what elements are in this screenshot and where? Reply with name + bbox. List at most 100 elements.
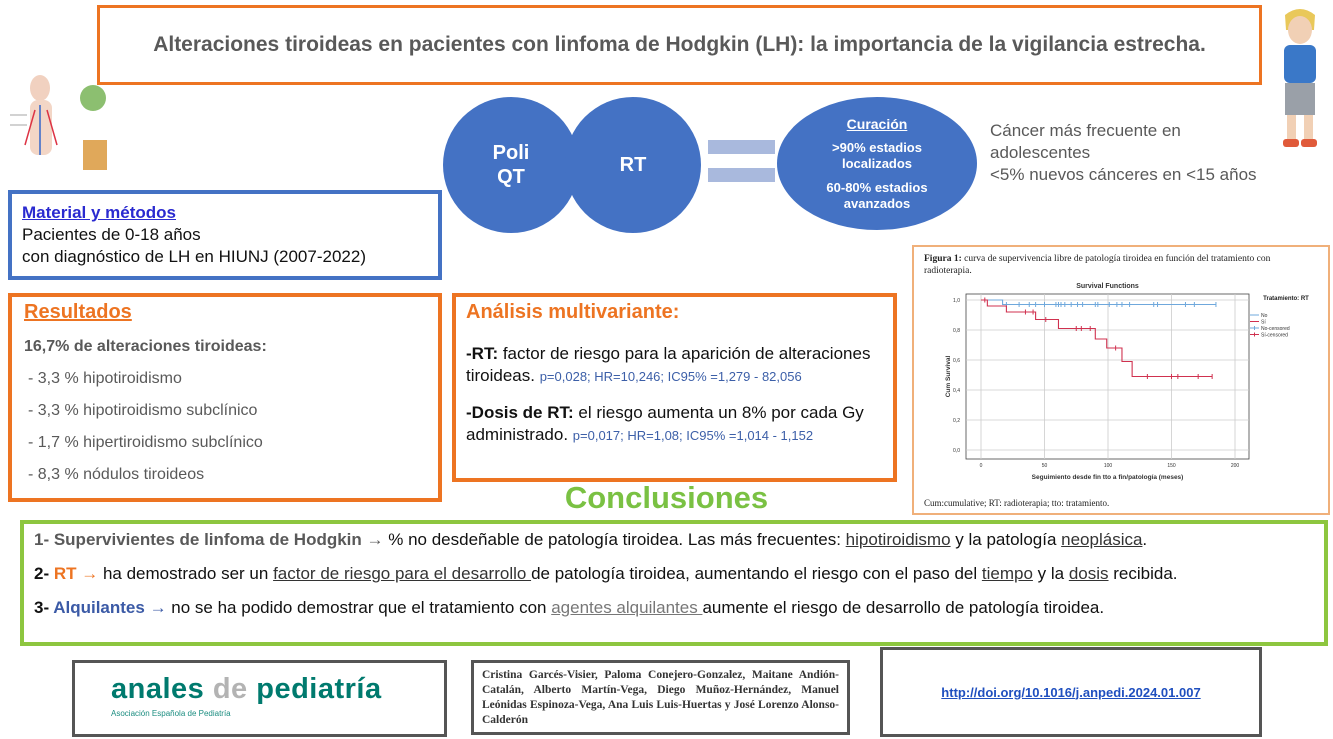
logo-part: pediatría bbox=[247, 673, 382, 705]
result-item: - 3,3 % hipotiroidismo bbox=[28, 370, 182, 387]
poli-qt-label: Poli QT bbox=[492, 142, 530, 188]
material-heading: Material y métodos bbox=[22, 203, 176, 222]
c1-underline: hipotiroidismo bbox=[845, 530, 951, 549]
c2-text: de patología tiroidea, aumentando el rie… bbox=[531, 564, 982, 583]
c2-underline: factor de riesgo para el desarrollo bbox=[273, 564, 532, 583]
material-line: Pacientes de 0-18 años bbox=[22, 225, 201, 244]
c2-key: RT bbox=[53, 564, 77, 583]
c2-text: ha demostrado ser un bbox=[102, 564, 274, 583]
caption-label: Figura 1: bbox=[924, 254, 962, 264]
legend-entry: Sí-censored bbox=[1261, 333, 1288, 339]
analisis-box: Análisis multivariante: -RT: factor de r… bbox=[452, 293, 897, 482]
anatomy-illustration bbox=[10, 75, 107, 170]
c1-text: y la patología bbox=[950, 530, 1062, 549]
c2-underline: tiempo bbox=[981, 564, 1033, 583]
y-tick-label: 0,4 bbox=[953, 388, 960, 394]
anales-pediatria-logo: anales de pediatría Asociación Española … bbox=[72, 660, 447, 737]
conclusion-2: 2- RT → ha demostrado ser un factor de r… bbox=[34, 562, 1314, 585]
curacion-advanced: 60-80% estadios avanzados bbox=[826, 179, 928, 211]
legend-title: Tratamiento: RT bbox=[1263, 296, 1309, 302]
result-item: - 8,3 % nódulos tiroideos bbox=[28, 466, 205, 483]
equals-sign-top bbox=[708, 140, 775, 154]
logo-subtitle: Asociación Española de Pediatría bbox=[111, 709, 231, 718]
analisis-heading: Análisis multivariante: bbox=[466, 301, 680, 323]
curacion-ellipse: Curación >90% estadios localizados 60-80… bbox=[777, 97, 977, 230]
c3-underline: agentes alquilantes bbox=[551, 598, 703, 617]
x-tick-label: 50 bbox=[1042, 463, 1048, 469]
fact-line: <5% nuevos cánceres en <15 años bbox=[990, 165, 1257, 184]
survival-figure: Figura 1: curva de supervivencia libre d… bbox=[912, 245, 1330, 515]
y-tick-label: 0,2 bbox=[953, 418, 960, 424]
rt-circle: RT bbox=[565, 97, 701, 233]
arrow-icon: → bbox=[76, 564, 103, 583]
c2-underline: dosis bbox=[1068, 564, 1109, 583]
c1-underline: neoplásica bbox=[1061, 530, 1143, 549]
material-methods-box: Material y métodos Pacientes de 0-18 año… bbox=[8, 190, 442, 280]
fact-line: Cáncer más frecuente en bbox=[990, 121, 1181, 140]
c3-key: Alquilantes bbox=[53, 598, 145, 617]
result-item: - 1,7 % hipertiroidismo subclínico bbox=[28, 434, 263, 451]
c3-text: aumente el riesgo de desarrollo de patol… bbox=[702, 598, 1105, 617]
c2-number: 2- bbox=[34, 564, 54, 583]
c1-lead: 1- Supervivientes de linfoma de Hodgkin … bbox=[34, 530, 389, 549]
caption-text: curva de supervivencia libre de patologí… bbox=[924, 254, 1271, 276]
chart-title: Survival Functions bbox=[1076, 283, 1139, 290]
equals-sign-bottom bbox=[708, 168, 775, 182]
x-tick-label: 200 bbox=[1231, 463, 1240, 469]
material-line: con diagnóstico de LH en HIUNJ (2007-202… bbox=[22, 247, 366, 266]
fact-line: adolescentes bbox=[990, 143, 1091, 162]
x-tick-label: 150 bbox=[1167, 463, 1176, 469]
curacion-localized: >90% estadios localizados bbox=[832, 139, 922, 171]
authors-text: Cristina Garcés-Visier, Paloma Conejero-… bbox=[482, 669, 839, 726]
arrow-icon: → bbox=[144, 598, 172, 617]
y-tick-label: 0,0 bbox=[953, 448, 960, 454]
legend-entry: No-censored bbox=[1261, 326, 1290, 332]
rt-label: RT bbox=[619, 153, 647, 176]
rt-finding: -RT: factor de riesgo para la aparición … bbox=[466, 343, 883, 388]
rt-text: factor de riesgo para la aparición de al… bbox=[466, 344, 871, 385]
y-axis-label: Cum Survival bbox=[945, 356, 952, 398]
x-tick-label: 0 bbox=[980, 463, 983, 469]
x-axis-label: Seguimiento desde fin tto a fin/patologí… bbox=[1032, 474, 1184, 481]
dosis-stats: p=0,017; HR=1,08; IC95% =1,014 - 1,152 bbox=[572, 428, 814, 443]
dosis-finding: -Dosis de RT: el riesgo aumenta un 8% po… bbox=[466, 402, 883, 447]
y-tick-label: 1,0 bbox=[953, 298, 960, 304]
conclusion-1: 1- Supervivientes de linfoma de Hodgkin … bbox=[34, 528, 1314, 551]
logo-part: anales bbox=[111, 673, 213, 705]
resultados-box: Resultados 16,7% de alteraciones tiroide… bbox=[8, 293, 442, 502]
doi-box: http://doi.org/10.1016/j.anpedi.2024.01.… bbox=[880, 647, 1262, 737]
conclusiones-box: 1- Supervivientes de linfoma de Hodgkin … bbox=[20, 520, 1328, 646]
y-tick-label: 0,8 bbox=[953, 328, 960, 334]
resultados-summary: 16,7% de alteraciones tiroideas: bbox=[24, 338, 267, 355]
c2-text: recibida. bbox=[1108, 564, 1178, 583]
figure-footnote: Cum:cumulative; RT: radioterapia; tto: t… bbox=[924, 498, 1110, 508]
teenager-illustration bbox=[1283, 9, 1317, 147]
c1-text: . bbox=[1142, 530, 1148, 549]
logo-wordmark: anales de pediatría bbox=[111, 673, 408, 706]
logo-part: de bbox=[212, 673, 248, 705]
x-tick-label: 100 bbox=[1104, 463, 1113, 469]
c3-number: 3- bbox=[34, 598, 54, 617]
c2-text: y la bbox=[1032, 564, 1069, 583]
epidemiology-facts: Cáncer más frecuente en adolescentes <5%… bbox=[990, 120, 1257, 186]
title-text: Alteraciones tiroideas en pacientes con … bbox=[153, 33, 1206, 56]
c1-text: % no desdeñable de patología tiroidea. L… bbox=[388, 530, 846, 549]
conclusiones-heading: Conclusiones bbox=[564, 480, 769, 515]
legend-entry: No bbox=[1261, 313, 1268, 319]
y-tick-label: 0,6 bbox=[953, 358, 960, 364]
resultados-heading: Resultados bbox=[24, 301, 132, 323]
poli-qt-circle: Poli QT bbox=[443, 97, 579, 233]
curacion-title: Curación bbox=[846, 115, 908, 132]
c3-text: no se ha podido demostrar que el tratami… bbox=[171, 598, 552, 617]
figure-caption: Figura 1: curva de supervivencia libre d… bbox=[924, 253, 1318, 277]
dosis-label: -Dosis de RT: bbox=[466, 403, 574, 422]
legend-entry: Sí bbox=[1261, 320, 1266, 326]
rt-stats: p=0,028; HR=10,246; IC95% =1,279 - 82,05… bbox=[539, 369, 802, 384]
survival-line-Sí bbox=[981, 299, 1213, 378]
poster-title: Alteraciones tiroideas en pacientes con … bbox=[97, 5, 1262, 85]
result-item: - 3,3 % hipotiroidismo subclínico bbox=[28, 402, 258, 419]
authors-box: Cristina Garcés-Visier, Paloma Conejero-… bbox=[471, 660, 850, 735]
dosis-text: el riesgo aumenta un 8% por cada Gy admi… bbox=[466, 403, 864, 444]
doi-link[interactable]: http://doi.org/10.1016/j.anpedi.2024.01.… bbox=[941, 684, 1201, 700]
rt-label: -RT: bbox=[466, 344, 499, 363]
